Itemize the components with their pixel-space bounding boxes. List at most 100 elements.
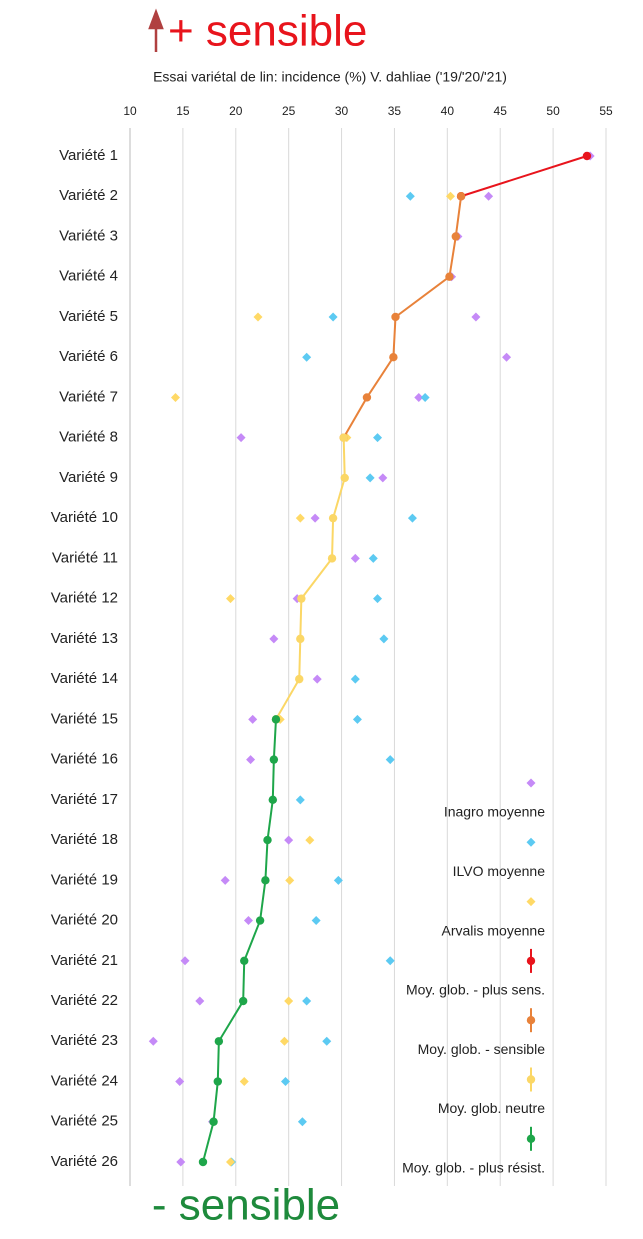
y-tick-label: Variété 1 bbox=[59, 147, 118, 164]
diamond-point bbox=[195, 996, 205, 1006]
diamond-point bbox=[312, 674, 322, 684]
diamond-point bbox=[407, 513, 417, 523]
y-tick-label: Variété 14 bbox=[51, 670, 118, 687]
x-tick-label: 50 bbox=[546, 104, 560, 118]
diamond-point bbox=[295, 513, 305, 523]
mean-point bbox=[328, 513, 338, 523]
mean-point bbox=[268, 795, 277, 805]
y-tick-label: Variété 18 bbox=[51, 831, 118, 848]
diamond-point bbox=[373, 433, 383, 443]
diamond-point bbox=[405, 191, 415, 201]
diamond-point bbox=[322, 1036, 332, 1046]
y-tick-label: Variété 17 bbox=[51, 791, 118, 808]
y-tick-label: Variété 2 bbox=[59, 187, 118, 204]
diamond-point bbox=[170, 392, 180, 402]
diamond-point bbox=[225, 594, 235, 604]
mean-point bbox=[339, 433, 348, 442]
y-tick-label: Variété 19 bbox=[51, 871, 118, 888]
diamond-point bbox=[302, 996, 312, 1006]
legend-marker bbox=[526, 1016, 536, 1025]
x-tick-label: 25 bbox=[282, 104, 296, 118]
mean-point bbox=[255, 916, 265, 925]
diamond-point bbox=[350, 674, 360, 684]
x-tick-label: 35 bbox=[388, 104, 402, 118]
bottom-title: - sensible bbox=[152, 1181, 340, 1230]
legend-label: Arvalis moyenne bbox=[442, 922, 546, 938]
mean-point bbox=[271, 715, 281, 724]
mean-line bbox=[202, 719, 277, 1163]
diamond-point bbox=[333, 875, 343, 885]
diamond-point bbox=[378, 473, 388, 483]
mean-point bbox=[213, 1077, 222, 1086]
y-tick-label: Variété 16 bbox=[51, 751, 118, 768]
diamond-point bbox=[236, 433, 246, 443]
legend-marker bbox=[526, 778, 536, 788]
diamond-point bbox=[279, 1036, 289, 1046]
x-tick-label: 10 bbox=[123, 104, 137, 118]
y-tick-label: Variété 11 bbox=[52, 549, 118, 566]
diamond-point bbox=[414, 392, 424, 402]
y-tick-label: Variété 22 bbox=[51, 992, 118, 1009]
y-tick-label: Variété 10 bbox=[51, 509, 118, 526]
mean-point bbox=[362, 393, 372, 402]
diamond-point bbox=[385, 956, 395, 966]
legend-label: Moy. glob. neutre bbox=[438, 1100, 545, 1116]
diamond-point bbox=[373, 594, 383, 604]
diamond-point bbox=[302, 352, 312, 362]
diamond-point bbox=[180, 956, 190, 966]
mean-point bbox=[445, 272, 454, 281]
diamond-point bbox=[502, 352, 512, 362]
legend-label: Moy. glob. - plus résist. bbox=[402, 1160, 545, 1176]
x-tick-label: 20 bbox=[229, 104, 243, 118]
diamond-point bbox=[269, 634, 279, 644]
diamond-point bbox=[379, 634, 389, 644]
y-tick-label: Variété 9 bbox=[59, 469, 118, 486]
y-tick-label: Variété 15 bbox=[51, 710, 118, 727]
y-tick-label: Variété 21 bbox=[51, 952, 118, 969]
y-tick-label: Variété 26 bbox=[51, 1153, 118, 1170]
diamond-point bbox=[243, 916, 253, 926]
legend-label: ILVO moyenne bbox=[453, 863, 546, 879]
diamond-point bbox=[310, 513, 320, 523]
mean-point bbox=[296, 634, 305, 644]
diamond-point bbox=[225, 1157, 235, 1167]
x-tick-label: 15 bbox=[176, 104, 190, 118]
y-tick-label: Variété 13 bbox=[51, 630, 118, 647]
y-tick-label: Variété 7 bbox=[59, 388, 118, 405]
y-tick-label: Variété 23 bbox=[51, 1032, 118, 1049]
diamond-point bbox=[420, 392, 430, 402]
mean-point bbox=[297, 594, 306, 603]
diamond-point bbox=[311, 916, 321, 926]
diamond-point bbox=[253, 312, 263, 322]
mean-point bbox=[198, 1157, 208, 1167]
mean-point bbox=[456, 192, 466, 201]
x-tick-label: 40 bbox=[441, 104, 455, 118]
up-arrow bbox=[148, 8, 164, 52]
x-tick-label: 55 bbox=[599, 104, 613, 118]
diamond-point bbox=[328, 312, 338, 322]
x-tick-label: 45 bbox=[494, 104, 508, 118]
legend-marker bbox=[526, 956, 536, 966]
diamond-point bbox=[220, 875, 230, 885]
mean-point bbox=[391, 312, 400, 322]
mean-point bbox=[263, 835, 272, 845]
diamond-point bbox=[148, 1036, 158, 1046]
diamond-point bbox=[368, 553, 378, 563]
legend-label: Inagro moyenne bbox=[444, 804, 545, 820]
diamond-point bbox=[285, 875, 295, 885]
mean-line bbox=[460, 155, 588, 198]
mean-line bbox=[342, 196, 463, 439]
y-tick-label: Variété 24 bbox=[51, 1072, 118, 1089]
diamond-point bbox=[284, 996, 294, 1006]
legend-marker bbox=[526, 1075, 536, 1084]
y-tick-label: Variété 3 bbox=[59, 227, 118, 244]
y-tick-label: Variété 5 bbox=[59, 308, 118, 325]
diamond-point bbox=[385, 755, 395, 765]
legend-marker bbox=[526, 897, 536, 907]
legend-label: Moy. glob. - sensible bbox=[418, 1041, 546, 1057]
diamond-point bbox=[305, 835, 315, 845]
x-tick-label: 30 bbox=[335, 104, 349, 118]
diamond-point bbox=[484, 191, 494, 201]
diamond-point bbox=[176, 1157, 186, 1167]
